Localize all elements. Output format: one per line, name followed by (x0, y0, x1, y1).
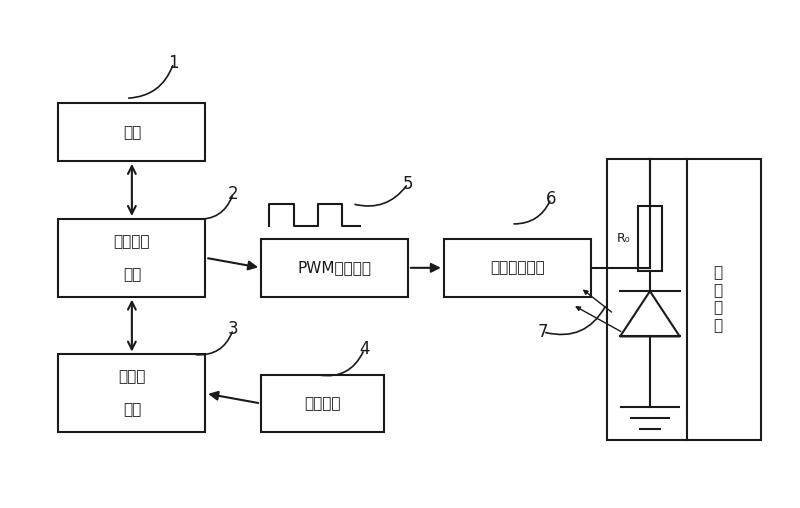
Bar (58, 219, 206, 297)
Text: 4: 4 (359, 340, 370, 359)
Text: 主机外设: 主机外设 (304, 396, 341, 411)
Text: 微控制: 微控制 (118, 369, 146, 385)
Bar (261, 374, 384, 432)
Bar (444, 239, 590, 297)
Text: 单元: 单元 (122, 402, 141, 418)
Bar (606, 158, 762, 440)
Bar (58, 103, 206, 161)
Text: 5: 5 (402, 175, 413, 193)
Text: 1: 1 (168, 54, 179, 72)
Text: 2: 2 (228, 185, 238, 203)
Bar (261, 239, 408, 297)
Text: 数据采集: 数据采集 (114, 234, 150, 249)
Text: PWM调制模块: PWM调制模块 (298, 260, 371, 275)
Text: 主机: 主机 (122, 124, 141, 140)
Text: 7: 7 (538, 323, 548, 341)
Text: 6: 6 (546, 189, 556, 208)
Text: 电源积分模块: 电源积分模块 (490, 260, 545, 275)
Text: 3: 3 (228, 321, 238, 338)
Bar (638, 206, 662, 271)
Text: 模块: 模块 (122, 267, 141, 282)
Text: R₀: R₀ (617, 232, 630, 245)
Bar (58, 355, 206, 432)
Text: 发
光
单
元: 发 光 单 元 (714, 266, 722, 333)
